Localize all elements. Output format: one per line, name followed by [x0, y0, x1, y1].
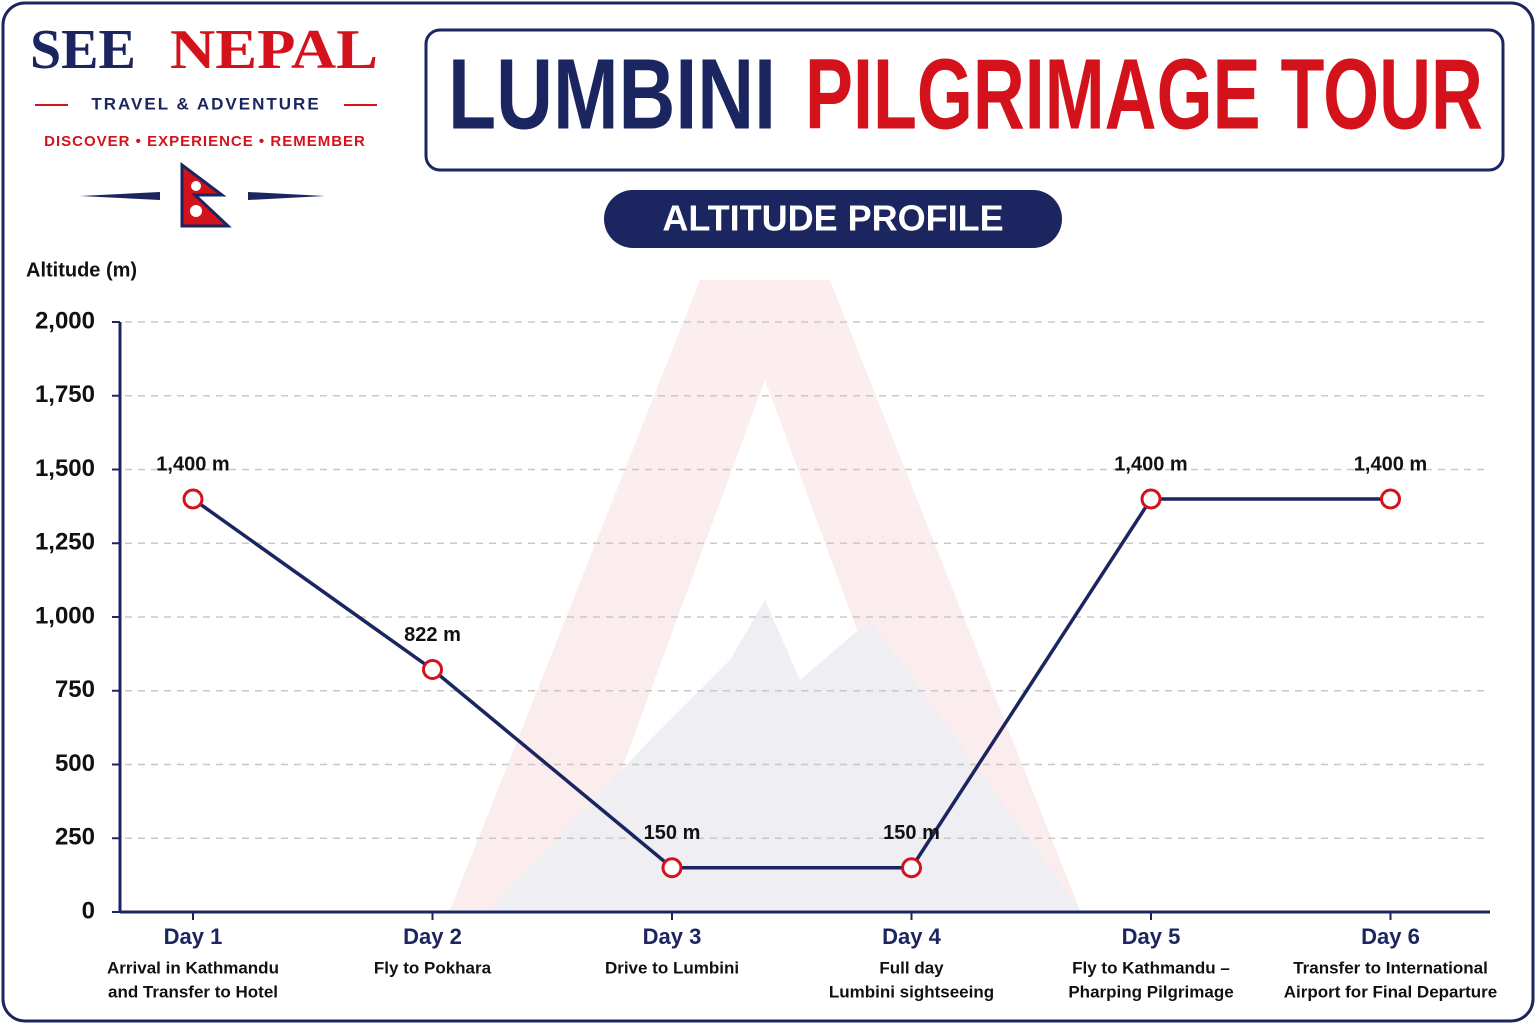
data-point: [422, 659, 443, 681]
data-point: [661, 857, 683, 879]
y-tick-label: 1,000: [35, 602, 95, 629]
chart-subtitle: ALTITUDE PROFILE: [662, 198, 1003, 239]
subtitle-pill: [604, 190, 1062, 248]
y-tick-label: 750: [55, 676, 95, 703]
chart-title: LUMBINI: [448, 38, 776, 150]
flag-moon: [191, 181, 201, 191]
data-label: 1,400 m: [1354, 453, 1427, 475]
day-description: Fly to Kathmandu –: [1072, 958, 1230, 977]
day-description: Lumbini sightseeing: [829, 982, 994, 1001]
data-point: [182, 488, 204, 510]
data-label: 150 m: [644, 822, 701, 844]
x-tick-label: Day 3: [643, 924, 702, 949]
day-description: Arrival in Kathmandu: [107, 958, 279, 977]
x-tick-label: Day 2: [403, 924, 462, 949]
data-point: [1140, 488, 1162, 510]
brand-name: SEE: [30, 19, 136, 81]
x-tick-label: Day 1: [164, 924, 223, 949]
y-tick-label: 0: [82, 897, 95, 924]
x-tick-label: Day 6: [1361, 924, 1420, 949]
flag-line: [80, 192, 160, 200]
y-tick-label: 250: [55, 824, 95, 851]
day-description: Drive to Lumbini: [605, 958, 739, 977]
day-description: and Transfer to Hotel: [108, 982, 278, 1001]
brand-motto: DISCOVER • EXPERIENCE • REMEMBER: [44, 133, 366, 150]
y-tick-label: 1,750: [35, 381, 95, 408]
day-description: Full day: [879, 958, 944, 977]
data-label: 1,400 m: [1114, 453, 1187, 475]
y-tick-label: 500: [55, 750, 95, 777]
altitude-line: [191, 497, 1391, 870]
title-box: [424, 28, 1505, 172]
y-tick-label: 1,500: [35, 455, 95, 482]
y-axis-label: Altitude (m): [26, 259, 137, 281]
data-point: [1380, 488, 1401, 510]
data-label: 822 m: [404, 624, 461, 646]
chart-title: PILGRIMAGE TOUR: [805, 38, 1483, 150]
x-tick-label: Day 5: [1122, 924, 1181, 949]
brand-tagline: TRAVEL & ADVENTURE: [91, 94, 320, 113]
day-description: Transfer to International: [1293, 958, 1488, 977]
brand-name: NEPAL: [170, 19, 378, 81]
flag-sun: [190, 205, 202, 217]
y-tick-label: 1,250: [35, 529, 95, 556]
y-tick-label: 2,000: [35, 307, 95, 334]
data-label: 150 m: [883, 822, 940, 844]
day-description: Pharping Pilgrimage: [1068, 982, 1233, 1001]
day-description: Fly to Pokhara: [374, 958, 492, 977]
day-description: Airport for Final Departure: [1284, 982, 1497, 1001]
data-label: 1,400 m: [156, 453, 229, 475]
x-tick-label: Day 4: [882, 924, 941, 949]
data-point: [901, 857, 922, 879]
flag-line: [248, 192, 325, 200]
